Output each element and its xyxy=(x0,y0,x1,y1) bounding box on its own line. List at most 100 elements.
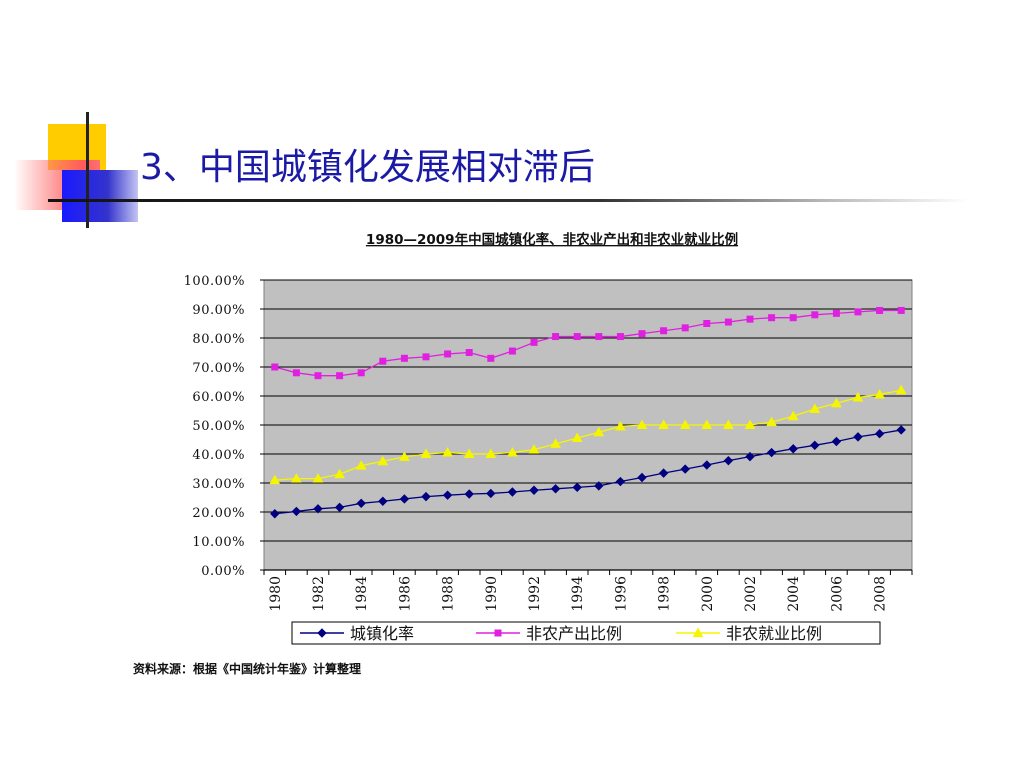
series-nonagri-output-share-point xyxy=(724,318,732,326)
series-urbanization-rate-point xyxy=(594,481,604,491)
x-tick-label: 1986 xyxy=(397,576,413,612)
x-tick-label: 1994 xyxy=(570,576,586,612)
series-nonagri-output-share-point xyxy=(789,314,797,322)
plot-area: 0.00% 10.00% 20.00% 30.00% 40.00% 50.00% 60.00… xyxy=(184,274,913,612)
x-tick-label: 1984 xyxy=(354,576,370,612)
series-urbanization-rate-point xyxy=(507,487,518,497)
x-tick-label: 1980 xyxy=(268,576,284,612)
series-urbanization-rate-point xyxy=(637,472,647,483)
series-nonagri-employment-share-line xyxy=(274,389,902,481)
source-note: 资料来源：根据《中国统计年鉴》计算整理 xyxy=(133,662,362,676)
series-urbanization-rate-point xyxy=(896,425,906,435)
series-nonagri-employment-share-point xyxy=(593,426,605,437)
series-nonagri-employment-share-point xyxy=(377,455,389,466)
series-nonagri-output-share-point xyxy=(638,330,646,338)
y-tick-label: 30.00% xyxy=(192,477,245,492)
chart-title: 1980—2009年中国城镇化率、非农业产出和非农业就业比例 xyxy=(366,231,738,248)
series-nonagri-output-share-point xyxy=(876,306,884,314)
x-tick-label: 1988 xyxy=(441,576,457,612)
series-urbanization-rate-point xyxy=(680,464,690,474)
series-nonagri-output-share-point xyxy=(444,350,452,358)
series-nonagri-output-share-point xyxy=(487,354,495,362)
series-nonagri-output-share-point xyxy=(314,372,322,380)
series-nonagri-employment-share-point xyxy=(874,389,885,399)
series-nonagri-output-share-point xyxy=(811,311,819,319)
y-tick-label: 50.00% xyxy=(192,419,245,434)
series-urbanization-rate-point xyxy=(745,451,755,462)
x-tick-label: 1982 xyxy=(311,576,327,612)
series-nonagri-output-share-point xyxy=(703,320,711,327)
y-tick-label: 80.00% xyxy=(192,332,245,347)
series-urbanization-rate-point xyxy=(788,444,798,454)
decorative-vertical-line xyxy=(86,112,89,228)
series-nonagri-output-share-point xyxy=(616,333,624,341)
series-nonagri-output-share-point xyxy=(465,349,473,356)
series-nonagri-output-share-point xyxy=(897,306,905,314)
series-urbanization-rate-point xyxy=(723,455,734,466)
series-nonagri-output-share-point xyxy=(595,333,603,341)
y-tick-label: 0.00% xyxy=(201,564,245,579)
series-urbanization-rate-point xyxy=(334,502,345,513)
series-urbanization-rate-point xyxy=(378,496,388,506)
series-nonagri-output-share-point xyxy=(552,333,560,341)
legend-box xyxy=(291,621,881,645)
series-urbanization-rate-point xyxy=(831,436,842,447)
series-urbanization-rate-point xyxy=(270,509,280,519)
legend: 城镇化率 非农产出比例 非农就业比例 xyxy=(291,621,881,645)
series-nonagri-output-share-point xyxy=(336,372,344,380)
legend-label: 非农产出比例 xyxy=(526,624,622,643)
series-nonagri-output-share-point xyxy=(271,363,279,371)
series-urbanization-rate-point xyxy=(313,504,323,514)
y-tick-label: 70.00% xyxy=(192,361,245,376)
series-nonagri-output-share-point xyxy=(508,347,516,355)
x-tick-label: 2000 xyxy=(700,576,716,612)
series-nonagri-output-share-point xyxy=(854,308,862,316)
series-nonagri-output-share-point xyxy=(530,338,538,346)
series-nonagri-employment-share-point xyxy=(571,432,583,443)
legend-marker xyxy=(317,628,327,638)
y-tick-label: 90.00% xyxy=(192,303,245,318)
series-nonagri-employment-share-point xyxy=(831,397,842,408)
series-urbanization-rate-point xyxy=(810,440,820,451)
series-nonagri-employment-share-point xyxy=(744,419,756,429)
y-tick-label: 60.00% xyxy=(192,390,245,405)
series-nonagri-employment-share-point xyxy=(658,419,669,429)
series-nonagri-employment-share-point xyxy=(895,384,907,395)
slide-title: 3、中国城镇化发展相对滞后 xyxy=(140,147,595,188)
series-urbanization-rate-point xyxy=(874,428,885,439)
x-tick-label: 2002 xyxy=(743,576,759,612)
series-nonagri-output-share-point xyxy=(357,369,365,377)
series-nonagri-output-share-point xyxy=(768,314,776,322)
series-nonagri-employment-share-point xyxy=(507,447,518,457)
x-tick-label: 1996 xyxy=(613,576,629,612)
y-tick-label: 20.00% xyxy=(192,506,245,521)
x-tick-label: 1990 xyxy=(484,576,500,612)
x-tick-label: 2008 xyxy=(873,576,889,612)
series-nonagri-output-share-line xyxy=(274,309,902,377)
series-nonagri-employment-share-point xyxy=(852,391,864,402)
series-urbanization-rate-point xyxy=(421,491,431,502)
series-urbanization-rate-point xyxy=(529,485,539,495)
series-nonagri-employment-share-point xyxy=(355,460,367,470)
legend-marker xyxy=(494,629,502,637)
legend-label: 非农就业比例 xyxy=(726,624,822,643)
series-nonagri-output-share-point xyxy=(832,309,840,317)
legend-marker xyxy=(692,627,704,637)
x-tick-label: 2004 xyxy=(786,576,802,612)
series-nonagri-employment-share-point xyxy=(636,419,648,429)
series-nonagri-employment-share-point xyxy=(291,473,302,483)
series-urbanization-rate-point xyxy=(486,488,496,499)
series-urbanization-rate-point xyxy=(766,447,777,458)
series-nonagri-employment-share-point xyxy=(463,448,475,458)
x-tick-label: 1992 xyxy=(527,576,543,612)
series-urbanization-rate-point xyxy=(702,460,712,470)
y-tick-label: 100.00% xyxy=(184,274,245,289)
series-urbanization-rate-point xyxy=(291,506,302,517)
y-tick-label: 10.00% xyxy=(192,535,245,550)
x-tick-label: 2006 xyxy=(829,576,845,612)
series-nonagri-employment-share-point xyxy=(550,438,561,448)
series-nonagri-output-share-point xyxy=(681,324,689,332)
series-urbanization-rate-point xyxy=(550,484,561,494)
series-nonagri-employment-share-point xyxy=(399,451,410,461)
